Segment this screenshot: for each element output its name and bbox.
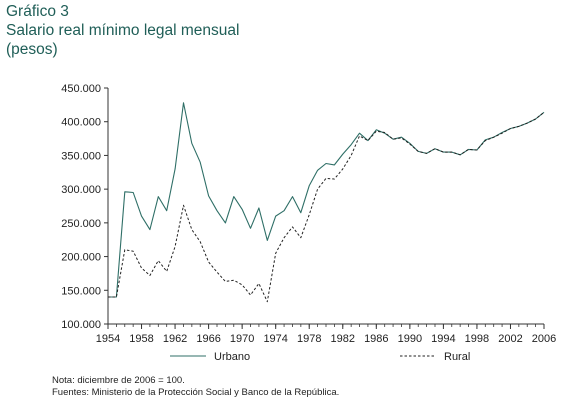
x-tick-label: 1958 (129, 333, 153, 345)
x-tick-label: 1966 (196, 333, 220, 345)
x-tick-label: 1994 (431, 333, 455, 345)
x-tick-label: 1954 (96, 333, 120, 345)
y-tick-label: 100.000 (61, 319, 101, 331)
note-text: Nota: diciembre de 2006 = 100. (52, 375, 185, 386)
chart-header: Gráfico 3 Salario real mínimo legal mens… (6, 2, 239, 59)
y-tick-label: 250.000 (61, 218, 101, 230)
x-tick-label: 1990 (398, 333, 422, 345)
y-axis: 100.000 150.000 200.000 250.000 300.000 350.0… (61, 83, 109, 331)
x-tick-label: 1962 (163, 333, 187, 345)
chart-label: Gráfico 3 (6, 3, 69, 20)
x-axis: 1954 1958 1962 1966 1970 1974 1978 1982 1986 1990… (96, 323, 556, 345)
x-tick-label: 1974 (263, 333, 287, 345)
y-tick-label: 400.000 (61, 117, 101, 129)
legend-label-rural: Rural (444, 351, 470, 363)
legend: Urbano Rural (170, 351, 470, 363)
y-tick-label: 450.000 (61, 83, 101, 95)
x-tick-label: 2006 (532, 333, 556, 345)
series-line-rural (108, 111, 545, 303)
x-tick-label: 1970 (230, 333, 254, 345)
x-tick-label: 1978 (297, 333, 321, 345)
x-tick-label: 1982 (331, 333, 355, 345)
y-tick-label: 150.000 (61, 285, 101, 297)
x-tick-label: 2002 (498, 333, 522, 345)
chart-subtitle: (pesos) (6, 41, 58, 58)
y-tick-label: 300.000 (61, 184, 101, 196)
legend-label-urbano: Urbano (214, 351, 250, 363)
series-line-urbano (108, 102, 545, 298)
series-lines (108, 102, 545, 303)
y-tick-label: 200.000 (61, 252, 101, 264)
x-tick-label: 1986 (364, 333, 388, 345)
chart-title: Salario real mínimo legal mensual (6, 22, 240, 39)
sources-text: Fuentes: Ministerio de la Protección Soc… (52, 387, 340, 398)
chart-notes: Nota: diciembre de 2006 = 100. Fuentes: … (52, 375, 339, 399)
x-tick-label: 1998 (465, 333, 489, 345)
y-tick-label: 350.000 (61, 150, 101, 162)
